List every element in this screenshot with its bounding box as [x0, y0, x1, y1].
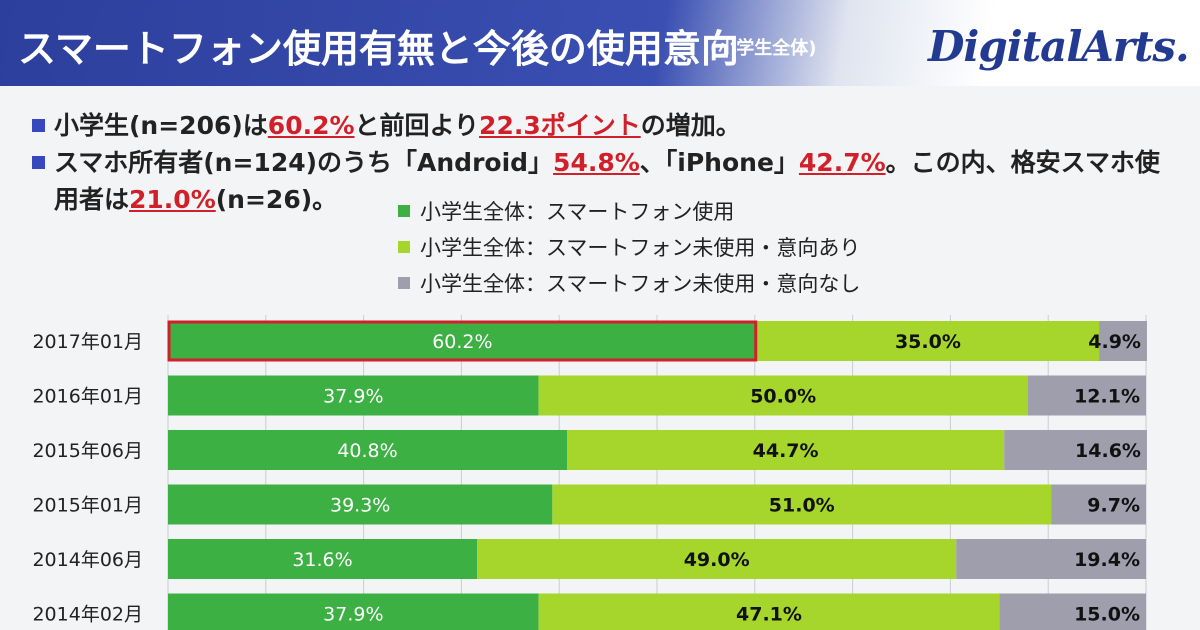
legend-item-used: 小学生全体：スマートフォン使用 [398, 196, 860, 232]
data-label: 15.0% [1074, 604, 1140, 626]
bullet-2-highlight-3: 21.0% [129, 185, 216, 214]
bar-segment-intend [538, 375, 1028, 416]
bar-segment-intend [567, 430, 1005, 470]
bar-segment-used [168, 484, 553, 525]
data-label: 51.0% [769, 495, 835, 517]
bullet-2-highlight-1: 54.8% [553, 148, 640, 177]
bar-segment-no-intend [1027, 375, 1146, 416]
data-label: 4.9% [1088, 331, 1141, 353]
bar-segment-no-intend [999, 593, 1146, 630]
bar-segment-no-intend [1004, 430, 1147, 470]
bar-segment-intend [552, 484, 1052, 525]
bar-segment-no-intend [956, 539, 1146, 579]
category-label: 2014年02月 [32, 604, 143, 626]
bullet-square-icon [32, 155, 45, 169]
bar-segment-intend [756, 321, 1100, 361]
bar-segment-used [168, 321, 757, 361]
category-label: 2015年06月 [32, 440, 143, 462]
data-label: 19.4% [1074, 549, 1140, 571]
legend-swatch-used [398, 205, 410, 217]
data-label: 60.2% [432, 331, 492, 353]
bullet-2-text-1: スマホ所有者(n=124)のうち「Android」 [54, 148, 554, 177]
bar-segment-no-intend [1099, 321, 1147, 361]
bar-segment-intend [477, 539, 957, 579]
legend-label-intend: 小学生全体：スマートフォン未使用・意向あり [420, 236, 861, 260]
data-label: 14.6% [1075, 440, 1141, 462]
bullet-1-highlight-1: 60.2% [267, 111, 355, 140]
data-label: 12.1% [1074, 386, 1140, 408]
bar-segment-used [168, 593, 539, 630]
bullet-square-icon [32, 118, 45, 132]
bar-segment-used [168, 539, 478, 579]
legend-item-no-intend: 小学生全体：スマートフォン未使用・意向なし [398, 268, 860, 304]
bullet-2-text-2: 、「iPhone」 [639, 148, 799, 177]
category-label: 2016年01月 [32, 386, 143, 408]
category-label: 2017年01月 [32, 331, 143, 353]
highlight-outline [167, 320, 758, 362]
legend-swatch-intend [398, 241, 410, 253]
bullet-2-highlight-2: 42.7% [798, 148, 886, 177]
data-label: 31.6% [292, 549, 352, 571]
bar-segment-used [168, 375, 539, 416]
legend-item-intend: 小学生全体：スマートフォン未使用・意向あり [398, 232, 860, 268]
category-label: 2014年06月 [32, 549, 143, 571]
digitalarts-logo: DigitalArts. [928, 22, 1190, 71]
data-label: 39.3% [330, 495, 390, 517]
legend-label-no-intend: 小学生全体：スマートフォン未使用・意向なし [420, 272, 861, 296]
bullet-1-highlight-2: 22.3ポイント [479, 111, 641, 140]
data-label: 44.7% [753, 440, 819, 462]
data-label: 49.0% [684, 549, 750, 571]
bullet-2-text-3: 。この内、格安スマホ使 [885, 148, 1160, 177]
bar-segment-used [168, 430, 568, 470]
data-label: 35.0% [895, 331, 961, 353]
bullet-1-text-1: 小学生(n=206)は [54, 111, 268, 140]
data-label: 9.7% [1087, 495, 1140, 517]
bullet-1: 小学生(n=206)は60.2%と前回より22.3ポイントの増加。 [32, 106, 741, 142]
legend-swatch-no-intend [398, 277, 410, 289]
data-label: 47.1% [736, 604, 802, 626]
category-label: 2015年01月 [32, 495, 143, 517]
data-label: 37.9% [323, 386, 383, 408]
data-label: 37.9% [323, 604, 383, 626]
bar-segment-intend [538, 593, 1000, 630]
data-label: 40.8% [337, 440, 397, 462]
bar-segment-no-intend [1051, 484, 1146, 525]
bullet-2-text-4: 用者は [54, 185, 130, 214]
bullet-1-text-3: の増加。 [640, 111, 741, 140]
chart-legend: 小学生全体：スマートフォン使用 小学生全体：スマートフォン未使用・意向あり 小学… [398, 196, 860, 304]
page-title: スマートフォン使用有無と今後の使用意向 [18, 27, 739, 71]
bullet-2-continued: 用者は21.0%(n=26)。 [54, 180, 337, 216]
data-label: 50.0% [750, 386, 816, 408]
bullet-2-text-5: (n=26)。 [215, 185, 338, 214]
bullet-1-text-2: と前回より [354, 111, 480, 140]
bullet-2: スマホ所有者(n=124)のうち「Android」54.8%、「iPhone」4… [32, 143, 1160, 179]
page-subtitle: (小学生全体) [710, 38, 817, 59]
header-banner: スマートフォン使用有無と今後の使用意向 (小学生全体) DigitalArts. [0, 0, 1200, 86]
legend-label-used: 小学生全体：スマートフォン使用 [420, 200, 735, 224]
